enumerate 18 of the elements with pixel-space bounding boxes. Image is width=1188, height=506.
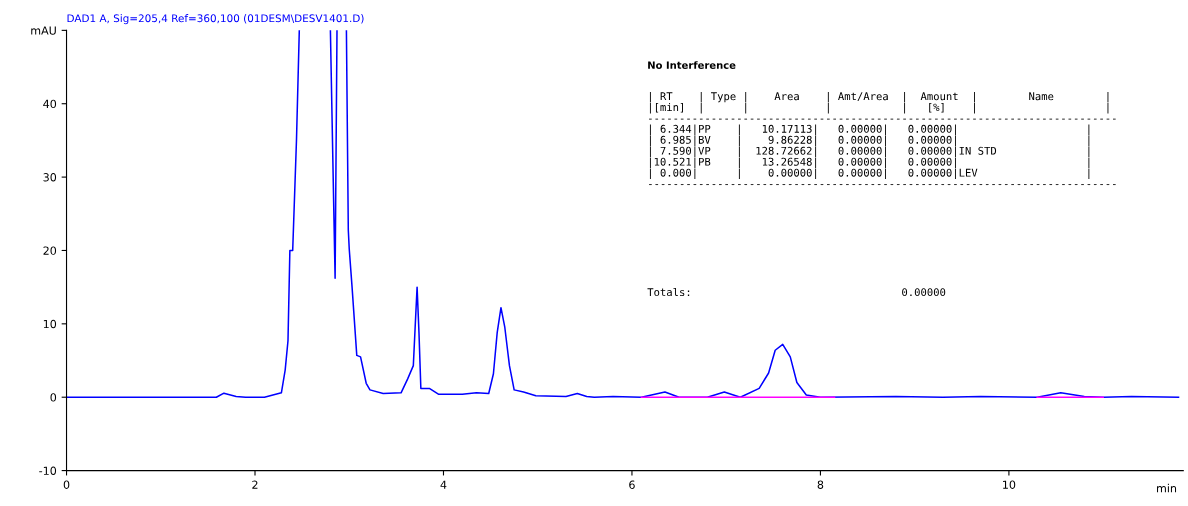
- y-tick-label: 10: [43, 319, 57, 329]
- x-tick-label: 6: [629, 480, 635, 489]
- y-tick-label: mAU: [31, 26, 56, 35]
- y-tick-label: 0: [50, 393, 57, 402]
- x-axis-title: min: [1157, 483, 1177, 493]
- annotation: No Interference: [648, 61, 736, 69]
- chart-title: DAD1 A, Sig=205,4 Ref=360,100 (01DESM\DESV1401.D): [67, 14, 364, 25]
- y-tick-label: -10: [39, 466, 57, 475]
- x-tick-label: 10: [1003, 480, 1016, 489]
- y-tick-label: 40: [43, 99, 57, 109]
- x-tick-label: 2: [252, 480, 258, 489]
- text: | RT | Type | Area | Amt/Area | Amount | Name | |[min] | | | | [%] | | -------------------------------------------------------------------------- | 6.344|PP | 10.17113| 0.00000| 0.00000| | | 6.985|BV | 9.86228| 0.00000| 0.00000| | | 7.590|VP | 128.72662| 0.00000| 0.00000|IN STD | |10.521|PB | 13.26548| 0.00000| 0.00000| | | 0.000| | 0.00000| 0.00000| 0.00000|LEV | --------------------------------------------------------------------------: [649, 91, 1116, 186]
- annotation: Totals: 0.00000: [647, 287, 946, 297]
- x-tick-label: 8: [817, 480, 824, 489]
- x-tick-label: 4: [440, 480, 447, 489]
- y-tick-label: 30: [43, 173, 57, 182]
- y-tick-label: 20: [43, 246, 57, 255]
- x-tick-label: 0: [63, 480, 70, 489]
